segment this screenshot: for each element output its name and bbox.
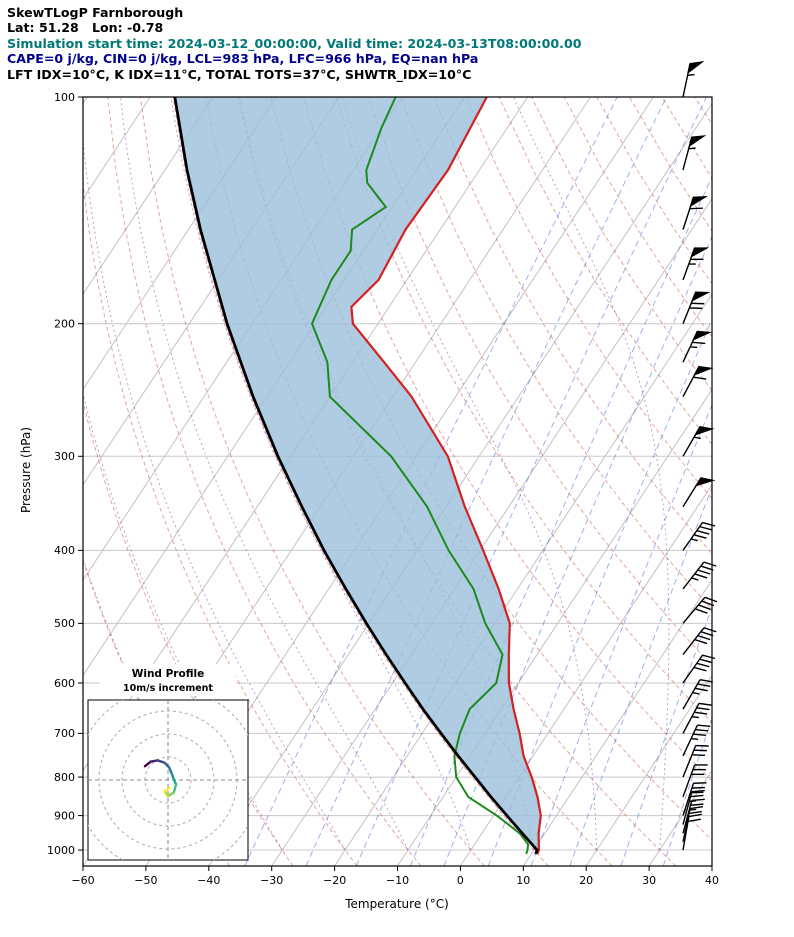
wind-barbs [682, 61, 718, 851]
cape-indices-line: CAPE=0 j/kg, CIN=0 j/kg, LCL=983 hPa, LF… [7, 51, 479, 67]
chart-title: SkewTLogP Farnborough [7, 5, 184, 20]
x-axis-title: Temperature (°C) [344, 897, 449, 911]
parcel-line [173, 97, 539, 855]
stability-indices-line: LFT IDX=10°C, K IDX=11°C, TOTAL TOTS=37°… [7, 66, 472, 82]
y-tick-label: 800 [54, 771, 75, 784]
sim-time-line: Simulation start time: 2024-03-12_00:00:… [7, 35, 582, 51]
x-tick-label: −10 [386, 874, 409, 887]
x-tick-label: 10 [516, 874, 530, 887]
hodograph-trace [143, 759, 178, 798]
y-tick-label: 1000 [47, 844, 75, 857]
y-tick-label: 900 [54, 809, 75, 822]
y-axis-title: Pressure (hPa) [19, 427, 33, 513]
x-tick-label: −50 [134, 874, 157, 887]
header: SkewTLogP Farnborough Lat: 51.28 Lon: -0… [7, 5, 581, 82]
profile-lines [173, 97, 542, 855]
hodograph-subtitle: 10m/s increment [123, 683, 213, 694]
dewpoint-line [310, 97, 530, 855]
hodograph-inset: Wind Profile 10m/s increment [87, 664, 249, 861]
y-tick-label: 400 [54, 544, 75, 557]
x-tick-label: 20 [579, 874, 593, 887]
temperature-line [350, 97, 542, 855]
y-tick-label: 100 [54, 91, 75, 104]
x-tick-label: −20 [323, 874, 346, 887]
x-tick-label: 30 [642, 874, 656, 887]
x-tick-label: −60 [71, 874, 94, 887]
y-tick-label: 500 [54, 617, 75, 630]
x-tick-label: 40 [705, 874, 719, 887]
y-tick-label: 600 [54, 677, 75, 690]
cape-cin-shading [174, 97, 541, 854]
x-tick-label: −30 [260, 874, 283, 887]
location-line: Lat: 51.28 Lon: -0.78 [7, 20, 164, 36]
y-tick-label: 300 [54, 450, 75, 463]
x-tick-label: −40 [197, 874, 220, 887]
x-tick-label: 0 [457, 874, 464, 887]
y-tick-label: 200 [54, 317, 75, 330]
hodograph-title: Wind Profile [132, 668, 204, 680]
hodograph-grid [88, 700, 248, 860]
y-tick-label: 700 [54, 727, 75, 740]
